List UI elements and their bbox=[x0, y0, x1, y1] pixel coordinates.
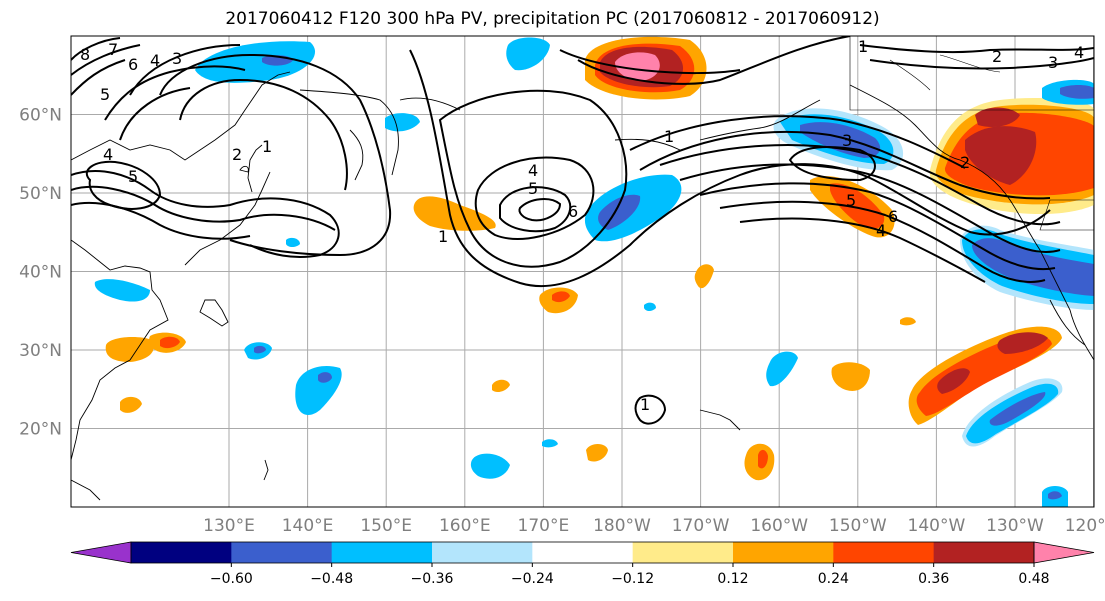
colorbar-tick-label: 0.12 bbox=[717, 571, 748, 587]
colorbar-segment bbox=[331, 542, 433, 563]
contour-label: 5 bbox=[100, 85, 110, 104]
contour-label: 4 bbox=[103, 145, 113, 164]
lon-tick-label: 180°W bbox=[593, 516, 651, 536]
contour-label: 4 bbox=[876, 221, 886, 240]
precip-blob bbox=[413, 196, 496, 231]
colorbar-tick-label: −0.12 bbox=[611, 571, 654, 587]
contour-label: 5 bbox=[528, 179, 538, 198]
colorbar-segment bbox=[231, 542, 333, 563]
contour-label: 6 bbox=[568, 202, 578, 221]
contour-label: 8 bbox=[80, 45, 90, 64]
colorbar-tick-label: −0.36 bbox=[411, 571, 454, 587]
contour-label: 7 bbox=[108, 40, 118, 59]
precip-blob bbox=[94, 79, 1094, 507]
contour-label: 3 bbox=[1048, 53, 1058, 72]
colorbar-segment bbox=[733, 542, 834, 563]
lon-tick-label: 170°E bbox=[518, 516, 570, 536]
lat-tick-label: 50°N bbox=[19, 184, 62, 204]
lat-tick-label: 60°N bbox=[19, 106, 62, 126]
colorbar-segment bbox=[933, 542, 1035, 563]
colorbar-segment bbox=[131, 542, 232, 563]
contour-label: 2 bbox=[232, 145, 242, 164]
lon-tick-label: 150°W bbox=[829, 516, 887, 536]
contour-label: 4 bbox=[1074, 43, 1084, 62]
contour-label: 1 bbox=[262, 137, 272, 156]
colorbar-tick-label: −0.48 bbox=[310, 571, 353, 587]
contour-label: 5 bbox=[846, 191, 856, 210]
longitude-labels: 130°E 140°E 150°E 160°E 170°E 180°W 170°W 160°W… bbox=[203, 516, 1105, 536]
lon-tick-label: 140°W bbox=[908, 516, 966, 536]
contour-label: 3 bbox=[172, 49, 182, 68]
contour-label: 3 bbox=[842, 131, 852, 150]
contour-label: 1 bbox=[438, 227, 448, 246]
precip-blob bbox=[908, 326, 1062, 425]
colorbar-tick-label: 0.24 bbox=[818, 571, 849, 587]
contour-label: 1 bbox=[858, 37, 868, 56]
colorbar-extend-low bbox=[70, 541, 132, 564]
contour-labels: 8 7 6 5 4 3 1 2 4 5 1 4 5 6 1 1 2 3 4 3 … bbox=[80, 37, 1084, 414]
lat-tick-label: 20°N bbox=[19, 420, 62, 440]
lon-tick-label: 160°W bbox=[750, 516, 808, 536]
contour-label: 4 bbox=[150, 51, 160, 70]
lon-tick-label: 130°E bbox=[203, 516, 255, 536]
contour-label: 6 bbox=[888, 207, 898, 226]
contour-label: 6 bbox=[128, 55, 138, 74]
colorbar-tick-label: −0.24 bbox=[511, 571, 554, 587]
colorbar-extend-high bbox=[1033, 541, 1095, 564]
map-title: 2017060412 F120 300 hPa PV, precipitatio… bbox=[225, 9, 880, 29]
lon-tick-label: 140°E bbox=[282, 516, 334, 536]
map-frame bbox=[70, 35, 1095, 508]
colorbar-segment bbox=[532, 542, 634, 563]
colorbar-tick-label: 0.48 bbox=[1018, 571, 1049, 587]
lon-tick-label: 120°W bbox=[1065, 516, 1105, 536]
colorbar-tick-label: −0.60 bbox=[210, 571, 253, 587]
contour-label: 1 bbox=[664, 127, 674, 146]
lon-tick-label: 160°E bbox=[439, 516, 491, 536]
lon-tick-label: 130°W bbox=[986, 516, 1044, 536]
contour-label: 1 bbox=[640, 395, 650, 414]
contour-label: 2 bbox=[960, 153, 970, 172]
contour-label: 4 bbox=[528, 161, 538, 180]
contour-label: 5 bbox=[128, 167, 138, 186]
colorbar-outline bbox=[130, 541, 1035, 564]
lon-tick-label: 170°W bbox=[672, 516, 730, 536]
latitude-labels: 20°N 30°N 40°N 50°N 60°N bbox=[19, 106, 62, 440]
precip-blob bbox=[929, 98, 1094, 215]
colorbar: −0.60 −0.48 −0.36 −0.24 −0.12 0.12 0.24 0.36 0.4… bbox=[70, 541, 1095, 587]
lat-tick-label: 40°N bbox=[19, 263, 62, 283]
colorbar-segment bbox=[632, 542, 734, 563]
colorbar-segment bbox=[432, 542, 533, 563]
coastlines bbox=[71, 71, 1094, 501]
lat-tick-label: 30°N bbox=[19, 341, 62, 361]
precip-blob bbox=[962, 378, 1063, 447]
lon-tick-label: 150°E bbox=[360, 516, 412, 536]
pv-contours bbox=[71, 36, 1094, 425]
precip-blob bbox=[585, 36, 707, 100]
contour-label: 2 bbox=[992, 47, 1002, 66]
colorbar-segment bbox=[833, 542, 935, 563]
colorbar-tick-label: 0.36 bbox=[918, 571, 949, 587]
